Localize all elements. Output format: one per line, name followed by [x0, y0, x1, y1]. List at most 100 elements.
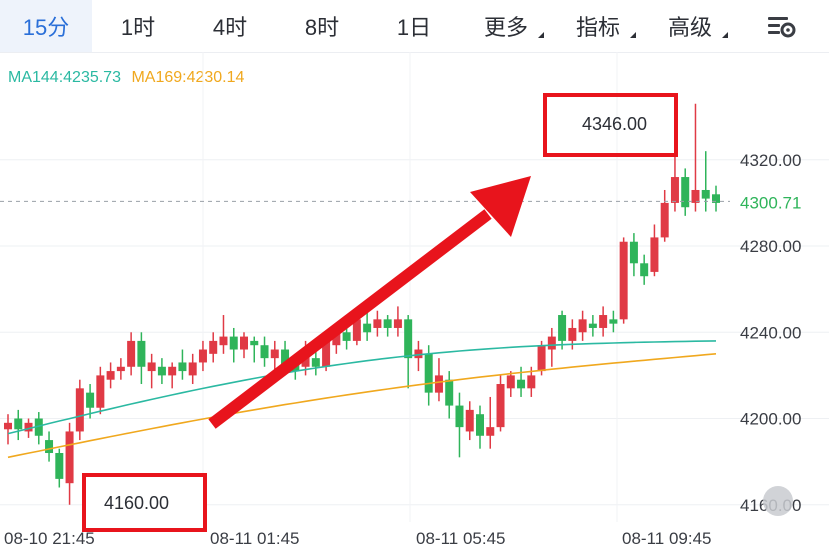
candle-body: [14, 418, 23, 430]
candle-body: [629, 241, 638, 264]
candle-body: [404, 319, 413, 359]
candle-body: [414, 349, 423, 359]
candle-body: [260, 345, 269, 359]
candle-body: [55, 453, 64, 479]
candle-body: [229, 336, 238, 350]
candle-body: [660, 202, 669, 238]
candle-body: [24, 422, 33, 432]
dropdown-caret-icon: [538, 32, 544, 38]
candle-body: [168, 366, 177, 376]
candle-body: [240, 336, 248, 350]
candle-body: [106, 371, 115, 380]
candle-body: [75, 388, 84, 432]
y-tick-label: 4240.00: [740, 323, 801, 342]
tab-label: 1日: [396, 15, 432, 40]
tab-label: 更多: [483, 15, 528, 40]
candle-body: [322, 340, 331, 367]
candle-body: [578, 319, 587, 333]
candle-body: [547, 336, 556, 350]
candle-body: [712, 194, 720, 203]
candle-body: [209, 340, 218, 354]
candle-body: [281, 349, 290, 367]
candle-body: [270, 349, 279, 359]
low-annotation-label: 4160.00: [104, 493, 169, 513]
tab-label: 4时: [212, 15, 248, 40]
candle-body: [681, 177, 690, 208]
candle-body: [363, 323, 372, 333]
candle-body: [178, 362, 187, 372]
tab-label: 指标: [575, 15, 620, 40]
chart-settings-button[interactable]: [736, 0, 828, 52]
x-tick-label: 08-11 09:45: [622, 529, 711, 548]
tab-6[interactable]: 指标: [552, 0, 644, 52]
tab-label: 8时: [304, 15, 340, 40]
tab-4[interactable]: 1日: [368, 0, 460, 52]
y-tick-label: 4280.00: [740, 237, 801, 256]
candle-body: [96, 375, 105, 408]
trend-arrow-shaft: [208, 209, 492, 429]
candle-body: [86, 392, 95, 408]
tab-label: 1时: [120, 15, 156, 40]
candle-body: [496, 384, 505, 428]
candle-body: [342, 332, 351, 341]
candle-body: [701, 189, 710, 199]
candle-body: [250, 340, 259, 346]
candle-body: [34, 418, 43, 436]
reset-zoom-icon: [763, 486, 793, 516]
candle-body: [599, 315, 608, 328]
x-tick-label: 08-11 05:45: [416, 529, 505, 548]
candle-body: [650, 237, 659, 272]
candle-body: [670, 177, 679, 203]
candle-body: [455, 405, 464, 428]
candle-body: [4, 422, 12, 430]
ma144-line: [7, 340, 717, 435]
candle-body: [137, 340, 146, 367]
ma-legend: MA144:4235.73 MA169:4230.14: [8, 69, 250, 87]
candle-body: [568, 327, 577, 341]
tab-3[interactable]: 8时: [276, 0, 368, 52]
y-tick-label: 4200.00: [740, 410, 801, 429]
candle-body: [188, 362, 197, 376]
candle-body: [127, 340, 136, 367]
candle-body: [465, 409, 474, 432]
tab-1[interactable]: 1时: [92, 0, 184, 52]
candle-body: [198, 349, 207, 363]
candle-body: [45, 440, 54, 454]
candle-body: [476, 414, 484, 436]
tab-0[interactable]: 15分: [0, 0, 92, 52]
dropdown-caret-icon: [722, 32, 728, 38]
tab-7[interactable]: 高级: [644, 0, 736, 52]
dropdown-caret-icon: [630, 32, 636, 38]
candle-body: [558, 315, 567, 341]
candle-body: [619, 241, 628, 320]
chart-settings-icon: [768, 17, 796, 38]
x-tick-label: 08-10 21:45: [4, 529, 95, 548]
high-annotation-box: [543, 93, 678, 157]
candle-body: [609, 319, 618, 324]
tab-2[interactable]: 4时: [184, 0, 276, 52]
candle-body: [588, 323, 597, 328]
tab-5[interactable]: 更多: [460, 0, 552, 52]
high-annotation-label: 4346.00: [582, 114, 647, 134]
candle-body: [445, 379, 454, 406]
x-tick-label: 08-11 01:45: [210, 529, 299, 548]
tab-label: 高级: [667, 15, 712, 40]
candle-body: [373, 319, 382, 328]
ma169-legend-value: MA169:4230.14: [131, 69, 245, 86]
candle-body: [352, 319, 361, 341]
low-annotation-box: [82, 473, 207, 532]
candle-body: [65, 431, 74, 484]
trend-arrow-head: [470, 176, 531, 237]
candle-body: [486, 427, 495, 436]
last-price-label: 4300.71: [740, 193, 801, 212]
candle-body: [517, 379, 526, 389]
candlestick-chart[interactable]: 4320.00 4280.00 4240.00 4200.00 4160.00 4300.…: [0, 52, 829, 550]
candle-body: [311, 358, 320, 367]
candle-body: [691, 189, 700, 203]
ma169-line: [7, 353, 717, 459]
candle-body: [219, 336, 228, 346]
candle-body: [383, 319, 392, 328]
candle-body: [527, 375, 536, 389]
y-tick-label: 4320.00: [740, 151, 801, 170]
ma144-legend-value: MA144:4235.73: [8, 69, 121, 86]
